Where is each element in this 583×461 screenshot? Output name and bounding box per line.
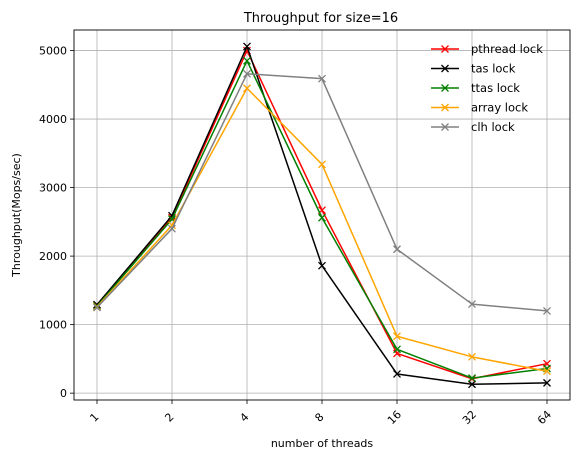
data-point [393,332,401,341]
series-layer [93,42,551,389]
x-axis-label: number of threads [271,437,374,450]
data-point [543,367,551,376]
legend-item: pthread lock [431,42,543,56]
legend-label: tas lock [471,62,516,76]
data-point [318,261,326,270]
y-tick-label: 0 [60,387,67,400]
data-point [243,42,251,51]
legend-marker [441,45,449,53]
data-point [543,378,551,387]
legend-item: tas lock [431,62,516,76]
legend-marker [441,64,449,73]
x-tick-label: 4 [237,410,251,424]
data-point [543,306,551,315]
legend-label: array lock [471,101,528,115]
chart-title: Throughput for size=16 [243,11,398,26]
x-axis-ticks: 1 2 4 8 16 32 64 [87,400,554,427]
legend-label: clh lock [471,120,515,134]
data-point [243,84,251,93]
legend-item: array lock [431,101,528,115]
data-point [243,69,251,78]
legend-label: ttas lock [471,81,520,95]
data-point [168,224,176,233]
y-axis-ticks: 0 1000 2000 3000 4000 5000 [39,45,74,400]
y-tick-label: 1000 [39,319,67,332]
y-tick-label: 5000 [39,45,67,58]
data-point [393,370,401,378]
x-tick-label: 8 [312,410,326,424]
data-point [468,374,476,383]
x-tick-label: 32 [460,408,479,427]
data-point [468,352,476,361]
data-point [393,245,401,254]
legend-marker [441,123,449,131]
data-point [318,213,326,222]
legend-item: clh lock [431,120,515,134]
data-point [318,74,326,83]
x-tick-label: 2 [162,410,176,424]
series-tas-lock [93,42,551,389]
y-tick-label: 2000 [39,250,67,263]
data-point [93,303,101,312]
series-clh-lock [93,69,551,315]
data-point [468,300,476,309]
x-tick-label: 1 [87,410,101,424]
data-point [318,160,326,169]
x-tick-label: 16 [385,408,404,427]
grid [74,30,570,400]
legend-marker [441,103,449,112]
legend-item: ttas lock [431,81,520,95]
y-tick-label: 3000 [39,182,67,195]
data-point [243,56,251,65]
legend-marker [441,84,449,92]
y-tick-label: 4000 [39,113,67,126]
legend: pthread lock tas lock ttas lock array lock c… [431,42,543,134]
data-point [468,380,476,389]
y-axis-label: Throughput(Mops/sec) [10,153,23,278]
data-point [393,345,401,354]
x-tick-label: 64 [535,408,554,427]
legend-label: pthread lock [471,42,543,56]
